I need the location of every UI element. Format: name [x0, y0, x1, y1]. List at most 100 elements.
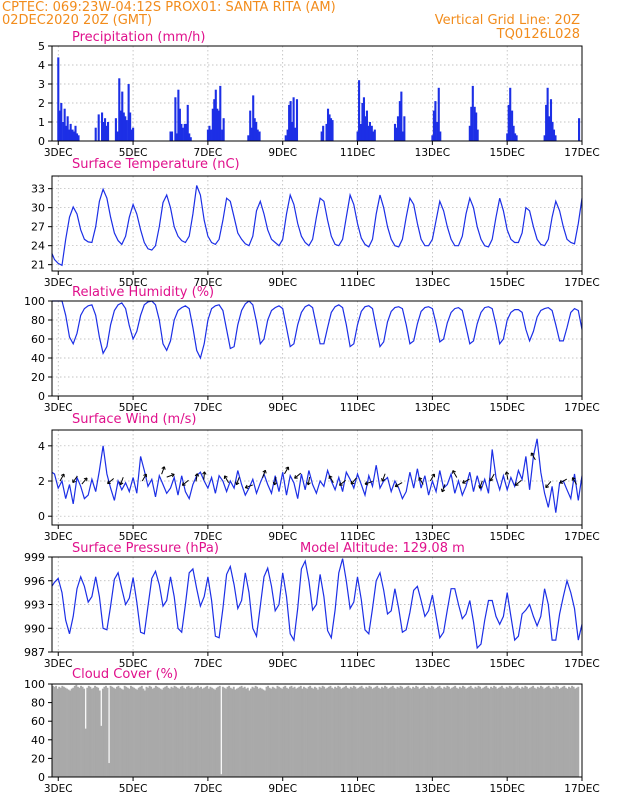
cloud-bar — [295, 688, 298, 777]
wind-arrow-head — [441, 489, 446, 493]
cloud-bar — [310, 687, 313, 777]
cloud-bar — [52, 685, 54, 777]
wind-arrow — [235, 477, 240, 486]
cloud-bar — [212, 688, 215, 777]
cloud-bar — [419, 687, 422, 777]
cloud-bar — [357, 687, 360, 777]
cloud-bar — [502, 687, 505, 777]
precip-bar — [102, 122, 105, 141]
precip-bar — [185, 123, 188, 141]
cloud-bar — [483, 686, 486, 777]
wind-arrow-shaft — [284, 466, 289, 475]
cloud-bar — [228, 685, 231, 777]
cloud-bar — [543, 688, 545, 777]
cloud-bar — [156, 686, 159, 777]
cloud-bar — [563, 685, 566, 777]
cloud-bar — [87, 685, 90, 777]
cloud-bar — [365, 686, 368, 777]
x-tick-label: 7DEC — [194, 277, 223, 289]
wind-arrow-shaft — [572, 477, 577, 485]
x-tick-label: 9DEC — [268, 658, 297, 670]
wind-arrow-shaft — [381, 473, 386, 482]
cloud-bar — [346, 687, 349, 777]
cloud-bar — [225, 688, 227, 777]
x-tick-label: 5DEC — [119, 402, 148, 414]
x-tick-label: 13DEC — [415, 147, 450, 159]
cloud-bar — [572, 686, 575, 777]
precip-bar — [74, 125, 77, 141]
precip-bar — [401, 131, 404, 141]
y-tick-label: 0 — [38, 510, 45, 523]
x-tick-label: 15DEC — [489, 402, 524, 414]
panel-title: Relative Humidity (%) — [72, 285, 214, 300]
cloud-bar — [329, 685, 332, 777]
precip-bar — [431, 135, 434, 141]
cloud-bar — [352, 685, 355, 777]
wind-arrow-shaft — [166, 473, 175, 478]
precip-bar — [326, 108, 330, 141]
wind-arrow-head — [364, 483, 369, 486]
wind-arrow-head — [504, 471, 507, 475]
cloud-bar — [251, 686, 254, 777]
wind-arrow-shaft — [294, 472, 302, 479]
y-tick-label: 987 — [24, 646, 45, 659]
cloud-bar — [338, 686, 341, 777]
x-tick-label: 7DEC — [194, 531, 223, 543]
precip-bar — [545, 104, 548, 141]
cloud-bar — [307, 686, 310, 777]
precip-bar — [436, 122, 439, 141]
cloud-bar — [335, 687, 338, 777]
x-tick-label: 13DEC — [415, 531, 450, 543]
wind-arrow-head — [431, 473, 435, 476]
cloud-bar — [433, 688, 436, 777]
cloud-bar — [111, 686, 114, 777]
x-tick-label: 5DEC — [119, 783, 148, 795]
cloud-bar — [86, 687, 89, 777]
precip-bar — [250, 127, 253, 141]
cloud-bar — [351, 687, 354, 777]
precip-bar — [578, 118, 581, 141]
precip-bar — [58, 110, 61, 141]
cloud-bar — [324, 688, 327, 777]
x-tick-label: 3DEC — [44, 277, 73, 289]
cloud-bar — [519, 688, 522, 777]
cloud-bar — [95, 686, 98, 777]
cloud-bar — [387, 688, 390, 777]
cloud-bar — [511, 688, 514, 777]
cloud-bar — [508, 685, 511, 777]
cloud-bar — [500, 685, 503, 777]
cloud-bar — [134, 688, 137, 777]
wind-arrow-head — [545, 486, 549, 489]
cloud-bar — [374, 686, 377, 777]
cloud-bar — [429, 687, 432, 777]
cloud-bar — [513, 687, 516, 777]
cloud-bar — [133, 687, 135, 777]
precip-bar — [222, 118, 225, 141]
cloud-bar — [504, 688, 506, 777]
cloud-bar — [382, 687, 385, 777]
wind-arrow — [381, 473, 386, 482]
panel-frame — [51, 175, 583, 272]
panel-title: Surface Pressure (hPa) — [72, 541, 219, 556]
cloud-bar — [415, 685, 418, 777]
cloud-bar — [449, 688, 452, 777]
cloud-bar — [148, 685, 151, 777]
precip-bar — [373, 129, 376, 141]
cloud-bar — [128, 688, 131, 777]
x-tick-label: 17DEC — [564, 147, 599, 159]
cloud-bar — [192, 688, 195, 777]
wind-arrow-shaft — [515, 479, 522, 486]
cloud-bar — [201, 688, 204, 777]
panel-frame — [51, 429, 583, 526]
panel-title: Surface Wind (m/s) — [72, 412, 196, 427]
precip-bar — [75, 133, 79, 141]
precip-bar — [170, 131, 174, 141]
x-tick-label: 15DEC — [489, 147, 524, 159]
x-tick-label: 15DEC — [489, 658, 524, 670]
cloud-bar — [209, 686, 212, 777]
cloud-bar — [355, 688, 358, 777]
x-tick-label: 13DEC — [415, 658, 450, 670]
precip-bar — [249, 110, 252, 141]
cloud-bar — [140, 685, 143, 777]
wind-arrow-shaft — [418, 477, 424, 485]
